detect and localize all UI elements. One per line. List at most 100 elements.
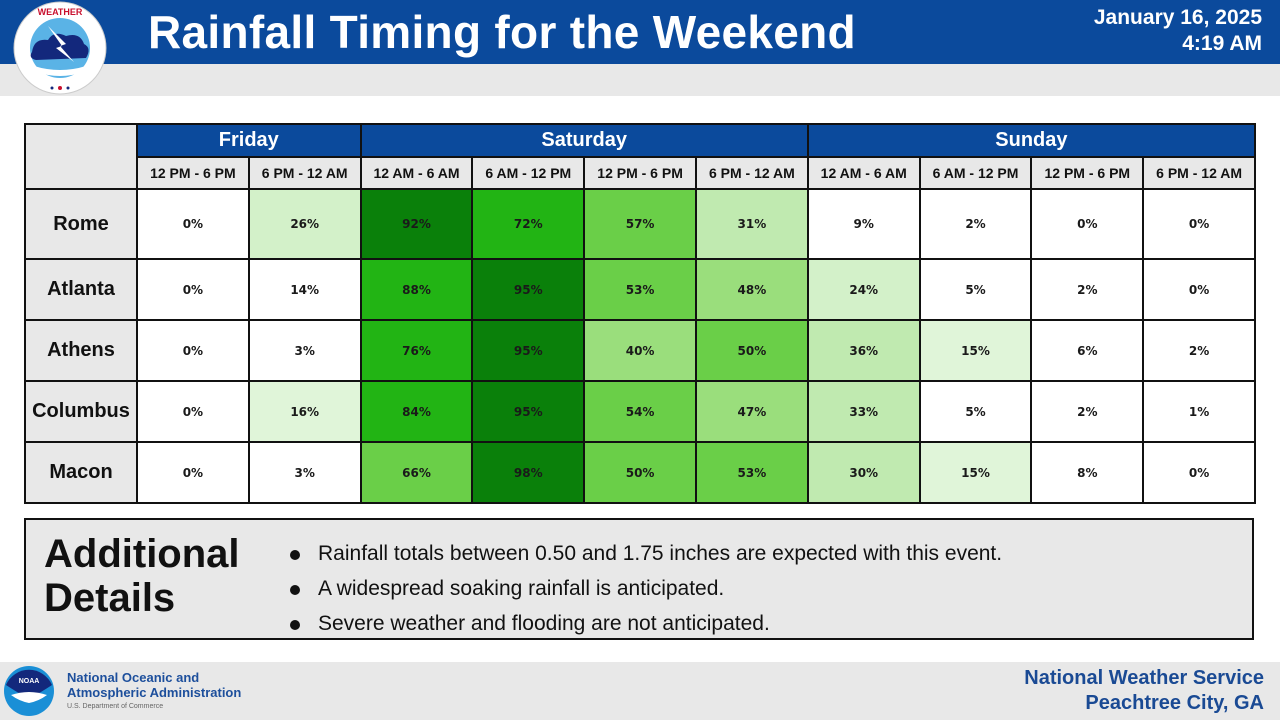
nws-office: National Weather Service Peachtree City,… bbox=[1024, 666, 1264, 716]
rain-chance-cell: 2% bbox=[1142, 319, 1256, 382]
rain-chance-cell: 16% bbox=[247, 380, 362, 443]
noaa-name-line1: National Oceanic and bbox=[67, 670, 200, 685]
rain-chance-cell: 95% bbox=[471, 380, 586, 443]
city-label: Macon bbox=[24, 441, 138, 504]
page-title: Rainfall Timing for the Weekend bbox=[148, 6, 856, 58]
rain-chance-cell: 88% bbox=[359, 258, 474, 321]
details-bullet-list: Rainfall totals between 0.50 and 1.75 in… bbox=[288, 536, 1002, 641]
time-slot-header: 6 PM - 12 AM bbox=[694, 156, 809, 190]
time-slot-header: 12 PM - 6 PM bbox=[583, 156, 697, 190]
rain-chance-cell: 0% bbox=[136, 380, 250, 443]
rain-chance-cell: 2% bbox=[1030, 380, 1145, 443]
rain-chance-cell: 98% bbox=[471, 441, 586, 504]
table-row: Atlanta 0% 14% 88% 95% 53% 48% 24% 5% 2% 0% bbox=[24, 258, 1256, 321]
city-label: Atlanta bbox=[24, 258, 138, 321]
time-slot-header: 6 PM - 12 AM bbox=[247, 156, 362, 190]
svg-text:WEATHER: WEATHER bbox=[38, 7, 83, 17]
table-row: Rome 0% 26% 92% 72% 57% 31% 9% 2% 0% 0% bbox=[24, 188, 1256, 260]
rain-chance-cell: 2% bbox=[1030, 258, 1145, 321]
table-row: Athens 0% 3% 76% 95% 40% 50% 36% 15% 6% 2% bbox=[24, 319, 1256, 382]
rain-chance-cell: 0% bbox=[1142, 188, 1256, 260]
city-label: Columbus bbox=[24, 380, 138, 443]
time-slot-header: 12 AM - 6 AM bbox=[359, 156, 474, 190]
rain-chance-cell: 0% bbox=[1142, 258, 1256, 321]
issue-datetime: January 16, 2025 4:19 AM bbox=[1094, 5, 1262, 57]
rain-chance-cell: 1% bbox=[1142, 380, 1256, 443]
rain-chance-cell: 0% bbox=[136, 441, 250, 504]
rain-chance-cell: 84% bbox=[359, 380, 474, 443]
noaa-name: National Oceanic and Atmospheric Adminis… bbox=[67, 670, 241, 700]
details-bullet: A widespread soaking rainfall is anticip… bbox=[288, 571, 1002, 606]
rain-chance-cell: 0% bbox=[1030, 188, 1145, 260]
rain-chance-cell: 47% bbox=[694, 380, 809, 443]
city-label: Athens bbox=[24, 319, 138, 382]
rain-chance-cell: 92% bbox=[359, 188, 474, 260]
rain-chance-cell: 57% bbox=[583, 188, 697, 260]
rain-chance-cell: 5% bbox=[918, 380, 1033, 443]
noaa-logo-icon: NOAA bbox=[4, 666, 54, 716]
rain-chance-cell: 8% bbox=[1030, 441, 1145, 504]
rain-chance-cell: 95% bbox=[471, 258, 586, 321]
rain-chance-cell: 2% bbox=[918, 188, 1033, 260]
rain-chance-cell: 53% bbox=[694, 441, 809, 504]
rain-chance-cell: 0% bbox=[1142, 441, 1256, 504]
rain-chance-cell: 0% bbox=[136, 188, 250, 260]
rain-chance-cell: 14% bbox=[247, 258, 362, 321]
table-corner bbox=[24, 123, 138, 190]
day-header-saturday: Saturday bbox=[359, 123, 809, 158]
time-slot-header: 6 AM - 12 PM bbox=[471, 156, 586, 190]
rain-chance-cell: 6% bbox=[1030, 319, 1145, 382]
time-slot-header: 6 PM - 12 AM bbox=[1142, 156, 1256, 190]
rain-chance-cell: 3% bbox=[247, 441, 362, 504]
time-slot-header: 12 AM - 6 AM bbox=[806, 156, 921, 190]
table-row: Columbus 0% 16% 84% 95% 54% 47% 33% 5% 2% 1% bbox=[24, 380, 1256, 443]
issue-date: January 16, 2025 bbox=[1093, 6, 1262, 29]
rain-chance-cell: 95% bbox=[471, 319, 586, 382]
rain-chance-cell: 0% bbox=[136, 319, 250, 382]
details-heading-line1: Additional bbox=[44, 532, 240, 576]
details-heading-line2: Details bbox=[44, 576, 176, 620]
svg-text:NOAA: NOAA bbox=[19, 678, 40, 685]
header-subband bbox=[0, 64, 1280, 96]
rain-chance-cell: 50% bbox=[583, 441, 697, 504]
rain-chance-cell: 3% bbox=[247, 319, 362, 382]
rain-chance-cell: 50% bbox=[694, 319, 809, 382]
rain-chance-cell: 24% bbox=[806, 258, 921, 321]
time-slot-header: 12 PM - 6 PM bbox=[1030, 156, 1145, 190]
day-header-sunday: Sunday bbox=[806, 123, 1257, 158]
rain-chance-cell: 15% bbox=[918, 319, 1033, 382]
time-slot-header: 6 AM - 12 PM bbox=[918, 156, 1033, 190]
rain-chance-cell: 48% bbox=[694, 258, 809, 321]
noaa-name-line2: Atmospheric Administration bbox=[67, 685, 242, 700]
rain-chance-cell: 30% bbox=[806, 441, 921, 504]
city-label: Rome bbox=[24, 188, 138, 260]
issue-time: 4:19 AM bbox=[1182, 32, 1262, 55]
rain-chance-cell: 26% bbox=[247, 188, 362, 260]
office-line2: Peachtree City, GA bbox=[1085, 692, 1264, 714]
rain-chance-cell: 72% bbox=[471, 188, 586, 260]
details-bullet: Severe weather and flooding are not anti… bbox=[288, 606, 1002, 641]
rain-chance-cell: 76% bbox=[359, 319, 474, 382]
rain-chance-cell: 66% bbox=[359, 441, 474, 504]
day-header-friday: Friday bbox=[136, 123, 362, 158]
rain-chance-cell: 40% bbox=[583, 319, 697, 382]
rain-chance-cell: 36% bbox=[806, 319, 921, 382]
details-bullet: Rainfall totals between 0.50 and 1.75 in… bbox=[288, 536, 1002, 571]
noaa-department: U.S. Department of Commerce bbox=[67, 703, 164, 710]
rain-chance-cell: 31% bbox=[694, 188, 809, 260]
office-line1: National Weather Service bbox=[1024, 667, 1264, 689]
rain-chance-cell: 15% bbox=[918, 441, 1033, 504]
footer-bar bbox=[0, 662, 1280, 720]
time-slot-header: 12 PM - 6 PM bbox=[136, 156, 250, 190]
details-heading: Additional Details bbox=[44, 532, 240, 620]
nws-logo-icon: WEATHER bbox=[13, 1, 107, 95]
additional-details-panel: Additional Details Rainfall totals betwe… bbox=[24, 518, 1254, 640]
rain-chance-cell: 54% bbox=[583, 380, 697, 443]
header-bar bbox=[0, 0, 1280, 64]
rain-chance-cell: 0% bbox=[136, 258, 250, 321]
rain-chance-cell: 9% bbox=[806, 188, 921, 260]
rain-chance-cell: 53% bbox=[583, 258, 697, 321]
table-row: Macon 0% 3% 66% 98% 50% 53% 30% 15% 8% 0% bbox=[24, 441, 1256, 504]
rain-chance-cell: 33% bbox=[806, 380, 921, 443]
rainfall-timing-table: Friday Saturday Sunday 12 PM - 6 PM 6 PM… bbox=[24, 123, 1257, 504]
